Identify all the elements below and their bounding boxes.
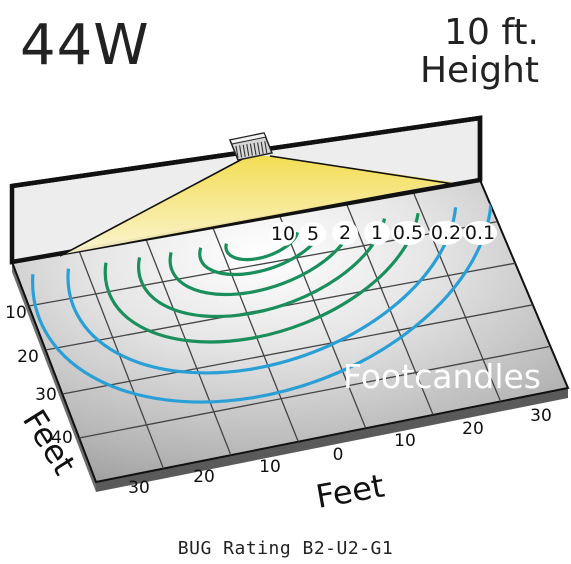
contour-value-label: 10 xyxy=(271,223,295,245)
contour-label-bubble xyxy=(391,221,425,245)
contour-value-label: 0.1 xyxy=(465,222,495,244)
contour-value-label: 2 xyxy=(339,222,351,244)
contour-line xyxy=(31,201,493,404)
contour-line xyxy=(66,207,458,375)
wattage-label: 44W xyxy=(20,13,150,78)
contour-label-bubble xyxy=(463,221,497,245)
grid-line-width xyxy=(62,304,533,395)
beam-edge-right xyxy=(269,155,455,185)
contour-value-label: 0.2 xyxy=(431,222,461,244)
left-axis-ticks: 10 20 30 40 xyxy=(5,303,73,448)
right-tick-label: 0 xyxy=(333,445,344,465)
height-value: 10 ft. xyxy=(444,12,539,53)
contour-label-bubble xyxy=(429,221,463,245)
grid-line-depth xyxy=(211,226,299,442)
left-tick-label: 30 xyxy=(35,385,57,405)
footcandles-label: Footcandles xyxy=(343,357,541,396)
right-axis-ticks: 30 20 10 0 10 20 30 xyxy=(128,406,552,498)
contour-value-label: 1 xyxy=(371,222,383,244)
contour-line xyxy=(168,223,355,297)
light-beam xyxy=(64,156,452,254)
right-tick-label: 10 xyxy=(259,457,281,477)
contour-value-labels: 10 5 2 1 0.5 0.2 0.1 xyxy=(270,221,497,246)
grid-line-width xyxy=(79,345,551,439)
contour-line xyxy=(137,218,387,319)
contour-line xyxy=(103,213,420,344)
left-tick-label: 10 xyxy=(5,303,27,323)
bug-rating: BUG Rating B2-U2-G1 xyxy=(177,538,394,559)
beam-edge-left xyxy=(59,155,249,257)
grid-line-depth xyxy=(78,250,165,469)
grid-line-depth xyxy=(412,191,502,402)
luminaire-fixture xyxy=(228,132,274,161)
right-tick-label: 30 xyxy=(530,406,552,426)
right-tick-label: 10 xyxy=(394,431,416,451)
right-tick-label: 20 xyxy=(462,419,484,439)
left-tick-label: 20 xyxy=(17,347,39,367)
mounting-height: 10 ft. Height xyxy=(420,14,539,90)
contour-label-bubble xyxy=(332,221,358,245)
contour-label-bubble xyxy=(300,222,326,246)
contour-label-bubble xyxy=(270,222,296,246)
right-axis-title: Feet xyxy=(313,467,387,516)
right-tick-label: 30 xyxy=(128,478,150,498)
contour-value-label: 0.5 xyxy=(393,222,423,244)
left-tick-label: 40 xyxy=(51,428,73,448)
grid-line-depth xyxy=(278,214,367,429)
grid-line-depth xyxy=(145,238,232,456)
floor-front-edge xyxy=(96,388,568,492)
contour-value-label: 5 xyxy=(307,223,319,245)
wall-border xyxy=(11,115,483,189)
height-label: Height xyxy=(419,49,539,91)
contour-label-bubble xyxy=(364,221,390,245)
right-tick-label: 20 xyxy=(193,467,215,487)
